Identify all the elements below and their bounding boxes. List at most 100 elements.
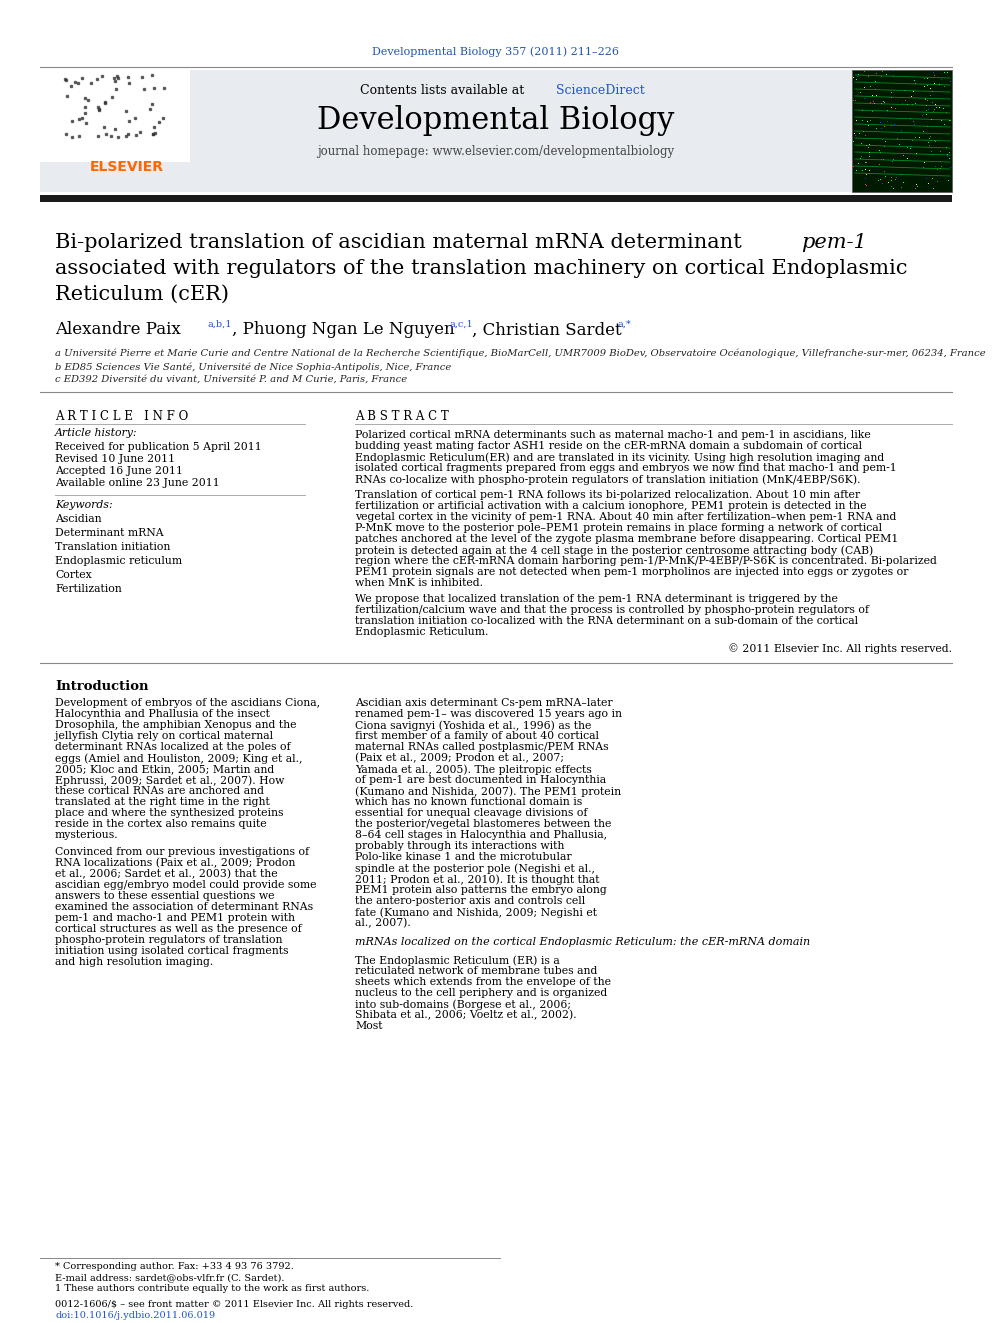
Text: Convinced from our previous investigations of: Convinced from our previous investigatio… [55,847,310,857]
Text: * Corresponding author. Fax: +33 4 93 76 3792.: * Corresponding author. Fax: +33 4 93 76… [55,1262,294,1271]
Text: mRNAs localized on the cortical Endoplasmic Reticulum: the cER-mRNA domain: mRNAs localized on the cortical Endoplas… [355,937,810,947]
Text: Most: Most [355,1021,383,1031]
Text: journal homepage: www.elsevier.com/developmentalbiology: journal homepage: www.elsevier.com/devel… [317,146,675,159]
Text: Keywords:: Keywords: [55,500,113,509]
Text: Ephrussi, 2009; Sardet et al., 2007). How: Ephrussi, 2009; Sardet et al., 2007). Ho… [55,775,285,786]
Text: 2005; Kloc and Etkin, 2005; Martin and: 2005; Kloc and Etkin, 2005; Martin and [55,763,274,774]
Text: reside in the cortex also remains quite: reside in the cortex also remains quite [55,819,267,830]
Text: 0012-1606/$ – see front matter © 2011 Elsevier Inc. All rights reserved.: 0012-1606/$ – see front matter © 2011 El… [55,1301,414,1308]
Text: Available online 23 June 2011: Available online 23 June 2011 [55,478,220,488]
Text: Endoplasmic Reticulum(ER) and are translated in its vicinity. Using high resolut: Endoplasmic Reticulum(ER) and are transl… [355,452,884,463]
Text: answers to these essential questions we: answers to these essential questions we [55,890,275,901]
Text: Translation of cortical pem-1 RNA follows its bi-polarized relocalization. About: Translation of cortical pem-1 RNA follow… [355,490,860,500]
Text: probably through its interactions with: probably through its interactions with [355,841,564,851]
Text: renamed pem-1– was discovered 15 years ago in: renamed pem-1– was discovered 15 years a… [355,709,622,718]
Text: initiation using isolated cortical fragments: initiation using isolated cortical fragm… [55,946,289,957]
Text: translation initiation co-localized with the RNA determinant on a sub-domain of : translation initiation co-localized with… [355,617,858,626]
Text: Article history:: Article history: [55,429,138,438]
Bar [40,70,952,192]
Text: , Christian Sardet: , Christian Sardet [472,321,622,339]
Text: region where the cER-mRNA domain harboring pem-1/P-MnK/P-4EBP/P-S6K is concentra: region where the cER-mRNA domain harbori… [355,556,936,566]
Text: first member of a family of about 40 cortical: first member of a family of about 40 cor… [355,732,599,741]
Text: examined the association of determinant RNAs: examined the association of determinant … [55,902,313,912]
Text: Accepted 16 June 2011: Accepted 16 June 2011 [55,466,183,476]
Text: into sub-domains (Borgese et al., 2006;: into sub-domains (Borgese et al., 2006; [355,999,571,1009]
Text: Shibata et al., 2006; Voeltz et al., 2002).: Shibata et al., 2006; Voeltz et al., 200… [355,1009,576,1020]
Text: Translation initiation: Translation initiation [55,542,171,552]
Text: Cortex: Cortex [55,570,91,579]
Text: sheets which extends from the envelope of the: sheets which extends from the envelope o… [355,976,611,987]
Text: 2011; Prodon et al., 2010). It is thought that: 2011; Prodon et al., 2010). It is though… [355,875,599,885]
Text: eggs (Amiel and Houliston, 2009; King et al.,: eggs (Amiel and Houliston, 2009; King et… [55,753,303,763]
Text: Fertilization: Fertilization [55,583,122,594]
Text: Polarized cortical mRNA determinants such as maternal macho-1 and pem-1 in ascid: Polarized cortical mRNA determinants suc… [355,430,871,441]
Text: Endoplasmic reticulum: Endoplasmic reticulum [55,556,183,566]
Text: Ascidian: Ascidian [55,515,101,524]
Bar [40,70,190,161]
Text: phospho-protein regulators of translation: phospho-protein regulators of translatio… [55,935,283,945]
Text: pem-1 and macho-1 and PEM1 protein with: pem-1 and macho-1 and PEM1 protein with [55,913,295,923]
Text: fertilization or artificial activation with a calcium ionophore, PEM1 protein is: fertilization or artificial activation w… [355,501,866,511]
Text: Determinant mRNA: Determinant mRNA [55,528,164,538]
Text: et al., 2006; Sardet et al., 2003) that the: et al., 2006; Sardet et al., 2003) that … [55,869,278,880]
Text: of pem-1 are best documented in Halocynthia: of pem-1 are best documented in Halocynt… [355,775,606,785]
Text: Contents lists available at: Contents lists available at [360,85,529,98]
Text: cortical structures as well as the presence of: cortical structures as well as the prese… [55,923,302,934]
Text: PEM1 protein also patterns the embryo along: PEM1 protein also patterns the embryo al… [355,885,607,894]
Text: E-mail address: sardet@obs-vlfr.fr (C. Sardet).: E-mail address: sardet@obs-vlfr.fr (C. S… [55,1273,285,1282]
Text: pem-1: pem-1 [801,233,867,251]
Text: Reticulum (cER): Reticulum (cER) [55,284,229,303]
Text: We propose that localized translation of the pem-1 RNA determinant is triggered : We propose that localized translation of… [355,594,838,605]
Text: isolated cortical fragments prepared from eggs and embryos we now find that mach: isolated cortical fragments prepared fro… [355,463,897,474]
Text: translated at the right time in the right: translated at the right time in the righ… [55,796,270,807]
Text: jellyfish Clytia rely on cortical maternal: jellyfish Clytia rely on cortical matern… [55,732,273,741]
Text: Developmental Biology 357 (2011) 211–226: Developmental Biology 357 (2011) 211–226 [373,46,619,57]
Text: Alexandre Paix: Alexandre Paix [55,321,181,339]
Text: vegetal cortex in the vicinity of pem-1 RNA. About 40 min after fertilization–wh: vegetal cortex in the vicinity of pem-1 … [355,512,897,523]
Text: (Kumano and Nishida, 2007). The PEM1 protein: (Kumano and Nishida, 2007). The PEM1 pro… [355,786,621,796]
Text: ScienceDirect: ScienceDirect [556,85,645,98]
Text: and high resolution imaging.: and high resolution imaging. [55,957,213,967]
Text: Ascidian axis determinant Cs-pem mRNA–later: Ascidian axis determinant Cs-pem mRNA–la… [355,699,613,708]
Text: essential for unequal cleavage divisions of: essential for unequal cleavage divisions… [355,808,587,818]
Text: budding yeast mating factor ASH1 reside on the cER-mRNA domain a subdomain of co: budding yeast mating factor ASH1 reside … [355,441,862,451]
Text: Introduction: Introduction [55,680,149,693]
Text: nucleus to the cell periphery and is organized: nucleus to the cell periphery and is org… [355,988,607,998]
Text: A B S T R A C T: A B S T R A C T [355,410,448,423]
Text: the posterior/vegetal blastomeres between the: the posterior/vegetal blastomeres betwee… [355,819,611,830]
Text: Drosophila, the amphibian Xenopus and the: Drosophila, the amphibian Xenopus and th… [55,720,297,730]
Bar [40,194,952,202]
Text: A R T I C L E   I N F O: A R T I C L E I N F O [55,410,188,423]
Text: Received for publication 5 April 2011: Received for publication 5 April 2011 [55,442,262,452]
Text: a Université Pierre et Marie Curie and Centre National de la Recherche Scientifi: a Université Pierre et Marie Curie and C… [55,348,986,357]
Text: PEM1 protein signals are not detected when pem-1 morpholinos are injected into e: PEM1 protein signals are not detected wh… [355,568,909,577]
Bar [852,70,952,192]
Text: Revised 10 June 2011: Revised 10 June 2011 [55,454,176,464]
Text: Polo-like kinase 1 and the microtubular: Polo-like kinase 1 and the microtubular [355,852,571,863]
Text: 1 These authors contribute equally to the work as first authors.: 1 These authors contribute equally to th… [55,1285,369,1293]
Text: determinant RNAs localized at the poles of: determinant RNAs localized at the poles … [55,742,291,751]
Text: the antero-posterior axis and controls cell: the antero-posterior axis and controls c… [355,896,585,906]
Text: a,*: a,* [618,319,632,328]
Text: patches anchored at the level of the zygote plasma membrane before disappearing.: patches anchored at the level of the zyg… [355,534,899,544]
Text: Development of embryos of the ascidians Ciona,: Development of embryos of the ascidians … [55,699,320,708]
Text: Developmental Biology: Developmental Biology [317,105,675,135]
Text: mysterious.: mysterious. [55,830,119,840]
Text: RNA localizations (Paix et al., 2009; Prodon: RNA localizations (Paix et al., 2009; Pr… [55,859,296,868]
Text: ascidian egg/embryo model could provide some: ascidian egg/embryo model could provide … [55,880,316,890]
Text: fertilization/calcium wave and that the process is controlled by phospho-protein: fertilization/calcium wave and that the … [355,605,869,615]
Text: maternal RNAs called postplasmic/PEM RNAs: maternal RNAs called postplasmic/PEM RNA… [355,742,609,751]
Text: RNAs co-localize with phospho-protein regulators of translation initiation (MnK/: RNAs co-localize with phospho-protein re… [355,474,860,484]
Text: place and where the synthesized proteins: place and where the synthesized proteins [55,808,284,818]
Text: al., 2007).: al., 2007). [355,918,411,929]
Text: The Endoplasmic Reticulum (ER) is a: The Endoplasmic Reticulum (ER) is a [355,955,559,966]
Text: when MnK is inhibited.: when MnK is inhibited. [355,578,483,587]
Text: c ED392 Diversité du vivant, Université P. and M Curie, Paris, France: c ED392 Diversité du vivant, Université … [55,374,407,384]
Text: Endoplasmic Reticulum.: Endoplasmic Reticulum. [355,627,488,636]
Text: Ciona savignyi (Yoshida et al., 1996) as the: Ciona savignyi (Yoshida et al., 1996) as… [355,720,591,730]
Text: Halocynthia and Phallusia of the insect: Halocynthia and Phallusia of the insect [55,709,270,718]
Text: (Paix et al., 2009; Prodon et al., 2007;: (Paix et al., 2009; Prodon et al., 2007; [355,753,564,763]
Text: Bi-polarized translation of ascidian maternal mRNA determinant: Bi-polarized translation of ascidian mat… [55,233,748,251]
Text: reticulated network of membrane tubes and: reticulated network of membrane tubes an… [355,966,597,976]
Text: ELSEVIER: ELSEVIER [90,160,164,175]
